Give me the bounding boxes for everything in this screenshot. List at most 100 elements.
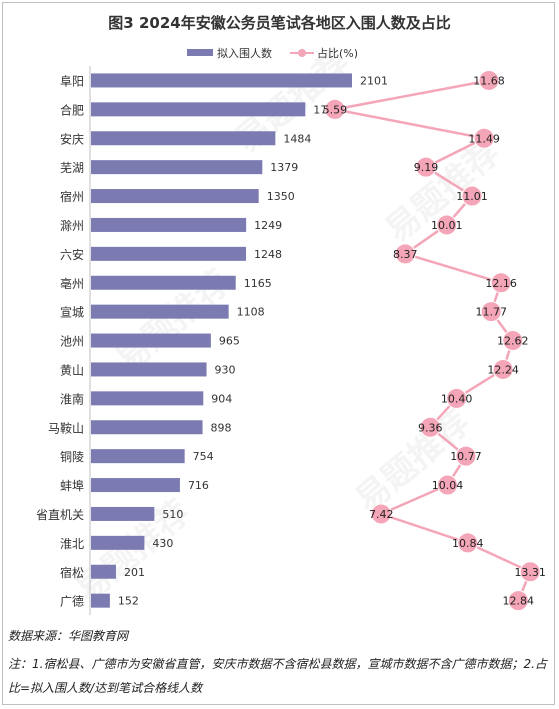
bar	[91, 478, 180, 493]
bar-value-label: 1484	[283, 132, 311, 145]
ratio-value-label: 10.40	[441, 392, 473, 405]
data-source: 数据来源：华图教育网	[8, 629, 129, 643]
bar	[91, 217, 247, 232]
bar	[91, 246, 247, 261]
category-label: 黄山	[60, 363, 84, 377]
legend-label-bars: 拟入围人数	[217, 46, 272, 60]
bar-value-label: 1350	[267, 190, 295, 203]
category-label: 安庆	[60, 131, 84, 146]
ratio-point	[324, 98, 346, 120]
bar-value-label: 1379	[270, 161, 298, 174]
ratio-value-label: 13.31	[514, 566, 546, 579]
ratio-value-label: 10.77	[450, 450, 482, 463]
legend-label-line: 占比(%)	[317, 46, 358, 60]
ratio-value-label: 12.62	[497, 335, 529, 348]
legend-swatch-marker	[298, 49, 306, 57]
category-label: 滁州	[60, 218, 84, 233]
bar-value-label: 1248	[254, 248, 282, 261]
category-label: 铜陵	[60, 449, 84, 464]
ratio-value-label: 12.84	[503, 595, 535, 608]
legend-swatch-bars	[187, 49, 213, 56]
bar-value-label: 2101	[360, 74, 388, 87]
bar-value-label: 716	[188, 479, 209, 492]
bar-value-label: 754	[193, 450, 214, 463]
category-label: 合肥	[60, 102, 84, 117]
bar	[91, 535, 145, 550]
bar-value-label: 904	[211, 392, 232, 405]
ratio-value-label: 10.04	[432, 479, 464, 492]
category-label: 宿州	[60, 189, 84, 204]
ratio-point	[461, 185, 483, 207]
ratio-point	[492, 358, 514, 380]
ratio-value-label: 11.01	[456, 190, 488, 203]
bar	[91, 304, 229, 319]
chart-notes: 注：1.宿松县、广德市为安徽省直管，安庆市数据不含宿松县数据，宣城市数据不含广德…	[8, 657, 547, 695]
bar-value-label: 510	[162, 508, 183, 521]
ratio-value-label: 5.59	[323, 103, 348, 116]
category-label: 马鞍山	[48, 420, 84, 435]
ratio-point	[473, 127, 495, 149]
bar	[91, 564, 116, 579]
bar-value-label: 1165	[244, 277, 272, 290]
ratio-point	[478, 69, 500, 91]
bar	[91, 333, 211, 348]
category-label: 六安	[60, 247, 84, 262]
category-label: 淮北	[60, 537, 84, 551]
ratio-point	[507, 590, 529, 612]
chart-title: 图3 2024年安徽公务员笔试各地区入围人数及占比	[108, 14, 451, 32]
ratio-point	[502, 330, 524, 352]
ratio-point	[436, 474, 458, 496]
ratio-value-label: 11.49	[468, 132, 500, 145]
bar-value-label: 1249	[254, 219, 282, 232]
ratio-point	[519, 561, 541, 583]
bar	[91, 391, 204, 406]
bar-value-label: 430	[152, 537, 173, 550]
category-label: 省直机关	[36, 508, 84, 522]
bar	[91, 362, 207, 377]
ratio-value-label: 8.37	[393, 248, 418, 261]
category-label: 亳州	[60, 276, 84, 291]
ratio-value-label: 10.01	[431, 219, 463, 232]
ratio-value-label: 7.42	[369, 508, 394, 521]
category-label: 宣城	[60, 305, 84, 320]
category-label: 阜阳	[60, 74, 84, 88]
ratio-point	[415, 156, 437, 178]
bar-value-label: 152	[118, 595, 139, 608]
bar	[91, 131, 276, 146]
combo-chart: 易题推荐易题推荐易题推荐易题推荐易题推荐拟入围人数占比(%)阜阳2101合肥17…	[36, 43, 546, 616]
ratio-point	[419, 416, 441, 438]
bar	[91, 73, 352, 88]
ratio-point	[370, 503, 392, 525]
category-label: 池州	[60, 335, 84, 349]
bar-value-label: 898	[211, 421, 232, 434]
category-label: 宿松	[60, 565, 84, 580]
ratio-point	[457, 532, 479, 554]
ratio-value-label: 9.19	[414, 161, 439, 174]
ratio-value-label: 11.77	[475, 306, 507, 319]
ratio-point	[436, 214, 458, 236]
bar-value-label: 965	[219, 335, 240, 348]
category-label: 蚌埠	[60, 479, 84, 493]
bar	[91, 593, 110, 608]
category-label: 淮南	[60, 391, 84, 406]
bar-value-label: 930	[215, 363, 236, 376]
bar	[91, 275, 236, 290]
ratio-point	[480, 301, 502, 323]
ratio-point	[446, 387, 468, 409]
bar	[91, 160, 263, 175]
bar	[91, 189, 259, 204]
bar	[91, 420, 203, 435]
bar-value-label: 201	[124, 566, 145, 579]
ratio-value-label: 9.36	[418, 421, 443, 434]
ratio-value-label: 12.16	[485, 277, 517, 290]
ratio-point	[455, 445, 477, 467]
category-label: 广德	[60, 594, 84, 609]
ratio-point	[490, 272, 512, 294]
ratio-value-label: 12.24	[487, 363, 519, 376]
bar-value-label: 1108	[237, 306, 265, 319]
ratio-value-label: 10.84	[452, 537, 484, 550]
bar	[91, 102, 306, 117]
category-label: 芜湖	[60, 160, 84, 175]
bar	[91, 449, 185, 464]
